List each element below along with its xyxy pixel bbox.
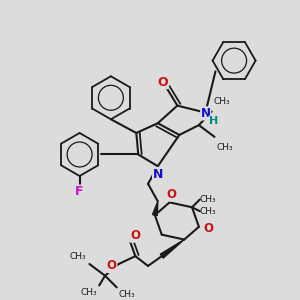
Text: O: O xyxy=(158,76,168,88)
Text: N: N xyxy=(153,167,163,181)
Text: CH₃: CH₃ xyxy=(200,195,217,204)
Text: O: O xyxy=(167,188,176,201)
Text: CH₃: CH₃ xyxy=(217,143,233,152)
Text: F: F xyxy=(75,185,84,198)
Text: CH₃: CH₃ xyxy=(119,290,135,299)
Polygon shape xyxy=(160,239,184,258)
Text: CH₃: CH₃ xyxy=(70,252,86,261)
Text: CH₃: CH₃ xyxy=(81,288,97,297)
Text: O: O xyxy=(204,222,214,235)
Text: O: O xyxy=(130,229,140,242)
Polygon shape xyxy=(152,201,158,216)
Text: H: H xyxy=(209,116,218,126)
Text: O: O xyxy=(107,260,117,272)
Text: CH₃: CH₃ xyxy=(214,97,230,106)
Text: N: N xyxy=(201,107,211,120)
Text: CH₃: CH₃ xyxy=(200,207,217,216)
